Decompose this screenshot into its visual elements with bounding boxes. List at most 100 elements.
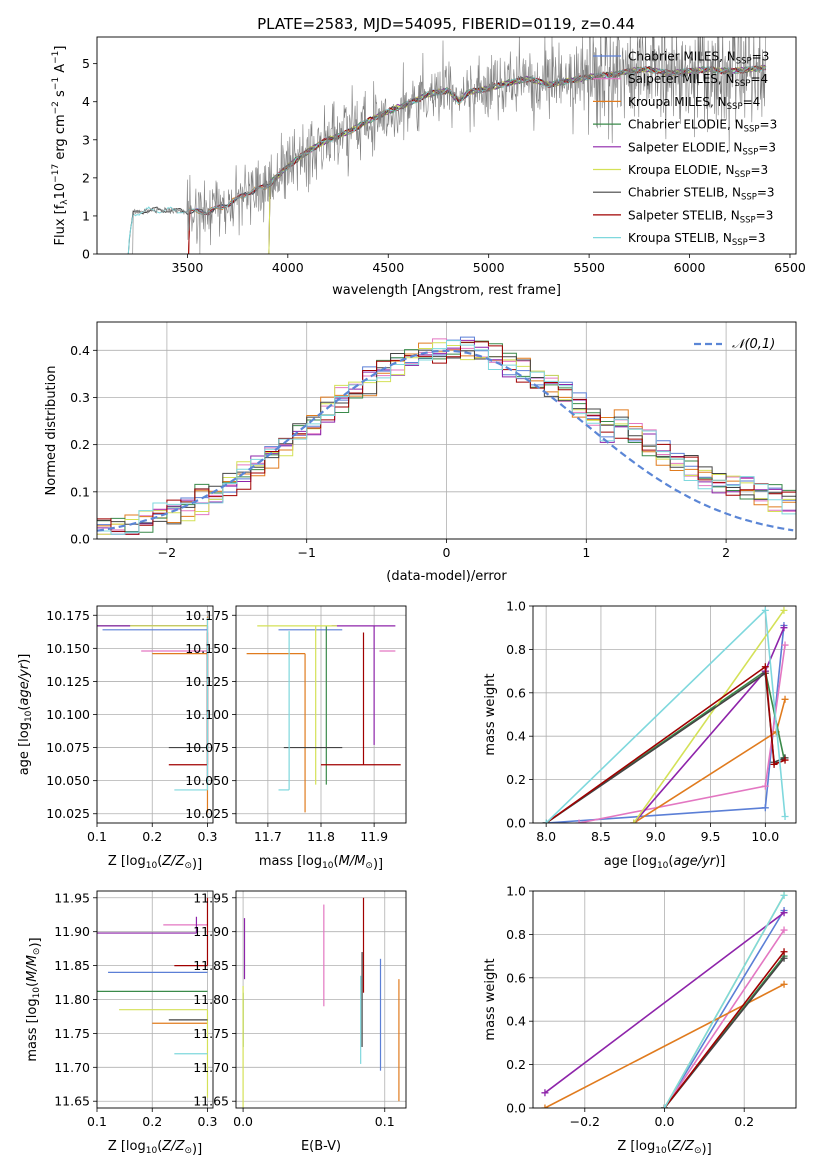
x-tick-label: 11.7 (254, 829, 282, 844)
errorbar-point (97, 916, 198, 934)
spectrum-axes: 3500 4000 4500 5000 5500 6000 6500 0 1 2 3 4 5 (82, 56, 806, 275)
x-tick-label: 0.2 (142, 829, 162, 844)
y-tick-label: 0.0 (506, 1101, 526, 1116)
weight-line-chabrier-miles (546, 625, 785, 823)
weight-marker (780, 926, 788, 934)
weight-line-chabrier-miles (663, 910, 785, 1108)
weight-marker (780, 891, 788, 899)
y-tick-label: 11.65 (54, 1094, 90, 1109)
y-tick-label: 0.6 (506, 970, 526, 985)
y-tick-label: 11.80 (193, 992, 229, 1007)
histograms (97, 336, 796, 535)
legend-entry: Salpeter MILES, NSSP=4 (628, 72, 768, 89)
x-tick-label: 0.3 (198, 1114, 218, 1129)
mass-vs-Z-frame (96, 890, 214, 1109)
legend-entry: Kroupa ELODIE, NSSP=3 (628, 163, 768, 180)
weight-marker (780, 606, 788, 614)
model-line-chabrier-stelib (127, 64, 766, 254)
x-tick-label: −2 (158, 545, 176, 560)
errorbar-point (246, 653, 306, 813)
age-vs-Z-frame (96, 605, 214, 824)
weight-line-kroupa-elodie (633, 609, 785, 823)
weight-marker (541, 1104, 549, 1108)
errorbar-point (168, 641, 209, 749)
weight-marker (781, 756, 789, 764)
weight-marker (630, 819, 638, 823)
legend-entry: Kroupa STELIB, NSSP=3 (628, 231, 766, 248)
axis-label: age [log10(age/yr)] (604, 854, 726, 871)
weight-marker (780, 954, 788, 962)
age-vs-mass-frame (235, 605, 407, 824)
figure-title: PLATE=2583, MJD=54095, FIBERID=0119, z=0… (257, 15, 635, 33)
legend-entry: Chabrier STELIB, NSSP=3 (628, 186, 775, 203)
massweight-vs-age-ylabel: mass weight (483, 673, 498, 755)
y-tick-label: 0.1 (70, 484, 90, 499)
y-tick-label: 11.95 (193, 890, 229, 905)
y-tick-label: 1.0 (506, 884, 526, 899)
x-tick-label: 3500 (171, 260, 203, 275)
x-tick-label: 0.2 (142, 1114, 162, 1129)
y-tick-label: 11.80 (54, 992, 90, 1007)
errorbar-point (257, 625, 337, 785)
legend-entry: Kroupa MILES, NSSP=4 (628, 95, 760, 112)
y-tick-label: 4 (82, 94, 90, 109)
errorbar-point (174, 617, 209, 791)
y-tick-label: 0.2 (506, 772, 526, 787)
y-tick-label: 1 (82, 208, 90, 223)
x-tick-label: 0.0 (233, 1114, 253, 1129)
x-tick-label: 2 (722, 545, 730, 560)
spectrum-lines (127, 37, 767, 254)
y-tick-label: 10.150 (185, 641, 229, 656)
weight-marker (780, 980, 788, 988)
y-tick-label: 11.90 (193, 924, 229, 939)
weight-marker (780, 909, 788, 917)
x-tick-label: 0.2 (734, 1114, 754, 1129)
x-tick-label: 4000 (272, 260, 304, 275)
weight-line-salpeter-elodie (544, 912, 785, 1094)
weight-marker (761, 663, 769, 671)
x-tick-label: 8.5 (591, 829, 611, 844)
age-vs-mass-errorbars (246, 625, 401, 813)
weight-marker (575, 819, 583, 823)
y-tick-label: 5 (82, 56, 90, 71)
weight-marker (761, 782, 769, 790)
axis-label: age [log10(age/yr)] (17, 654, 34, 776)
y-tick-label: 0.0 (70, 532, 90, 547)
weight-marker (541, 1089, 549, 1097)
x-tick-label: 5000 (473, 260, 505, 275)
age-vs-mass-axes: 11.7 11.8 11.9 10.025 10.050 10.075 10.100 10.1… (185, 606, 406, 844)
weight-line-kroupa-miles (633, 699, 786, 823)
normal-curve (97, 349, 794, 532)
weight-marker (781, 695, 789, 703)
axis-label: mass [log10(M/M⊙)] (25, 937, 43, 1061)
y-tick-label: 10.075 (185, 740, 229, 755)
age-vs-Z-errorbars (97, 616, 209, 813)
weight-line-chabrier-elodie (545, 669, 785, 823)
ebv-xlabel: E(B-V) (301, 1139, 341, 1154)
x-tick-label: 9.0 (646, 829, 666, 844)
weight-marker (770, 760, 778, 768)
axis-label: Z [log10(Z/Z⊙)] (108, 1139, 202, 1157)
weight-marker (781, 812, 789, 820)
y-tick-label: 10.025 (46, 806, 90, 821)
weight-line-salpeter-stelib (663, 951, 785, 1108)
y-tick-label: 0 (82, 247, 90, 262)
axis-label: Z [log10(Z/Z⊙)] (108, 854, 202, 872)
weight-line-salpeter-miles (663, 929, 785, 1108)
x-tick-label: 0.0 (655, 1114, 675, 1129)
y-tick-label: 11.90 (54, 924, 90, 939)
y-tick-label: 11.95 (54, 890, 90, 905)
errorbar-point (278, 631, 290, 791)
y-tick-label: 11.65 (193, 1094, 229, 1109)
errorbar-point (321, 632, 401, 766)
y-tick-label: 11.85 (193, 958, 229, 973)
y-tick-label: 10.050 (185, 773, 229, 788)
mass-vs-Z-errorbars (97, 897, 209, 1098)
y-tick-label: 11.75 (54, 1026, 90, 1041)
massweight-vs-age-axes: 8.0 8.5 9.0 9.5 10.0 0.0 0.2 0.4 0.6 0.8 1.0 (506, 599, 796, 844)
x-tick-label: −1 (297, 545, 315, 560)
mass-vs-EBV-frame (235, 890, 407, 1109)
y-tick-label: 11.70 (54, 1060, 90, 1075)
y-tick-label: 1.0 (506, 599, 526, 614)
